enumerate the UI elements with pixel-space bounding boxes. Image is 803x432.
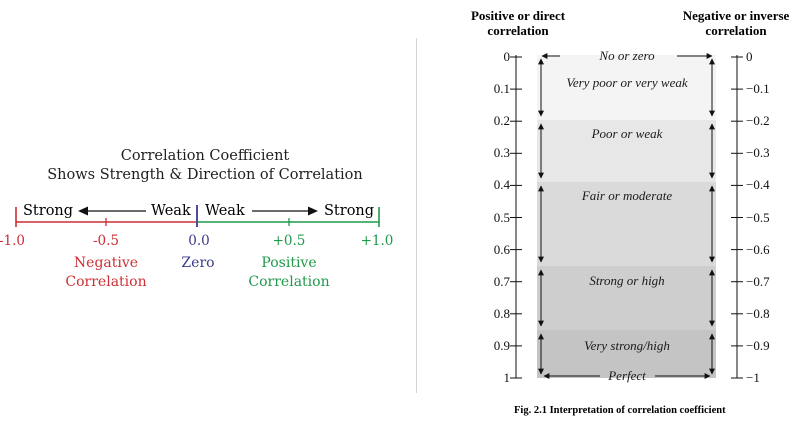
negative-strong-label: Strong	[23, 203, 74, 219]
positive-strong-label: Strong	[324, 203, 375, 219]
left-value-label: 0.9	[493, 337, 510, 353]
band-label-perfect: Perfect	[608, 368, 646, 383]
tick-label-pos-half: +0.5	[272, 233, 306, 249]
right-value-label: −0.3	[746, 145, 770, 161]
tick-label-pos-1: +1.0	[360, 233, 394, 249]
negative-correlation-label: Negative Correlation	[65, 255, 147, 290]
band-very-weak	[537, 55, 716, 120]
correlation-interpretation-figure: Positive or direct correlation Negative …	[420, 0, 803, 432]
left-value-label: 0	[503, 49, 511, 64]
left-arrow-icon	[78, 206, 88, 216]
correlation-scale-line	[15, 205, 380, 227]
positive-correlation-label: Positive Correlation	[248, 255, 330, 290]
right-arrow-icon	[308, 206, 318, 216]
left-value-label: 0.8	[493, 305, 510, 321]
right-value-label: −0.7	[746, 273, 770, 289]
band-label-no-or-zero: No or zero	[599, 48, 655, 63]
tick-label-neg-1: -1.0	[0, 233, 26, 249]
band-moderate	[537, 182, 716, 266]
right-value-label: −0.6	[746, 241, 770, 257]
left-value-label: 0.3	[493, 145, 510, 161]
diagram-title-line1: Correlation Coefficient	[120, 148, 290, 164]
right-value-label: 0	[746, 49, 753, 64]
left-value-label: 0.4	[493, 177, 510, 193]
left-value-label: 0.7	[493, 273, 510, 289]
band-label-strong: Strong or high	[589, 273, 665, 288]
right-value-label: −0.4	[746, 177, 770, 193]
band-label-weak: Poor or weak	[591, 126, 663, 141]
band-label-very-strong: Very strong/high	[584, 338, 670, 353]
left-value-label: 0.5	[493, 209, 510, 225]
right-value-label: −0.5	[746, 209, 770, 225]
right-value-label: −0.9	[746, 337, 770, 353]
right-value-label: −1	[746, 370, 760, 385]
scale-axes	[510, 53, 743, 379]
left-value-label: 1	[503, 370, 511, 385]
diagram-title-line2: Shows Strength & Direction of Correlatio…	[47, 167, 363, 183]
positive-weak-label: Weak	[205, 203, 245, 219]
band-weak	[537, 120, 716, 182]
figure-caption: Fig. 2.1 Interpretation of correlation c…	[514, 405, 726, 416]
zero-label: Zero	[181, 255, 215, 271]
right-value-label: −0.1	[746, 81, 770, 97]
band-label-very-weak: Very poor or very weak	[566, 75, 688, 90]
band-very-strong	[537, 330, 716, 378]
left-value-label: 0.1	[493, 81, 510, 97]
tick-label-neg-half: -0.5	[92, 233, 120, 249]
header-positive: Positive or direct correlation	[470, 8, 566, 38]
tick-label-zero: 0.0	[188, 233, 210, 249]
negative-weak-label: Weak	[151, 203, 191, 219]
right-value-label: −0.2	[746, 113, 770, 129]
left-value-label: 0.2	[493, 113, 510, 129]
band-label-moderate: Fair or moderate	[581, 188, 673, 203]
right-value-label: −0.8	[746, 305, 770, 321]
vertical-divider	[416, 38, 417, 393]
correlation-strength-diagram: Correlation Coefficient Shows Strength &…	[0, 148, 394, 290]
band-strong	[537, 266, 716, 330]
axis-ticks	[510, 56, 743, 379]
left-value-label: 0.6	[493, 241, 510, 257]
header-negative: Negative or inverse correlation	[682, 8, 790, 38]
